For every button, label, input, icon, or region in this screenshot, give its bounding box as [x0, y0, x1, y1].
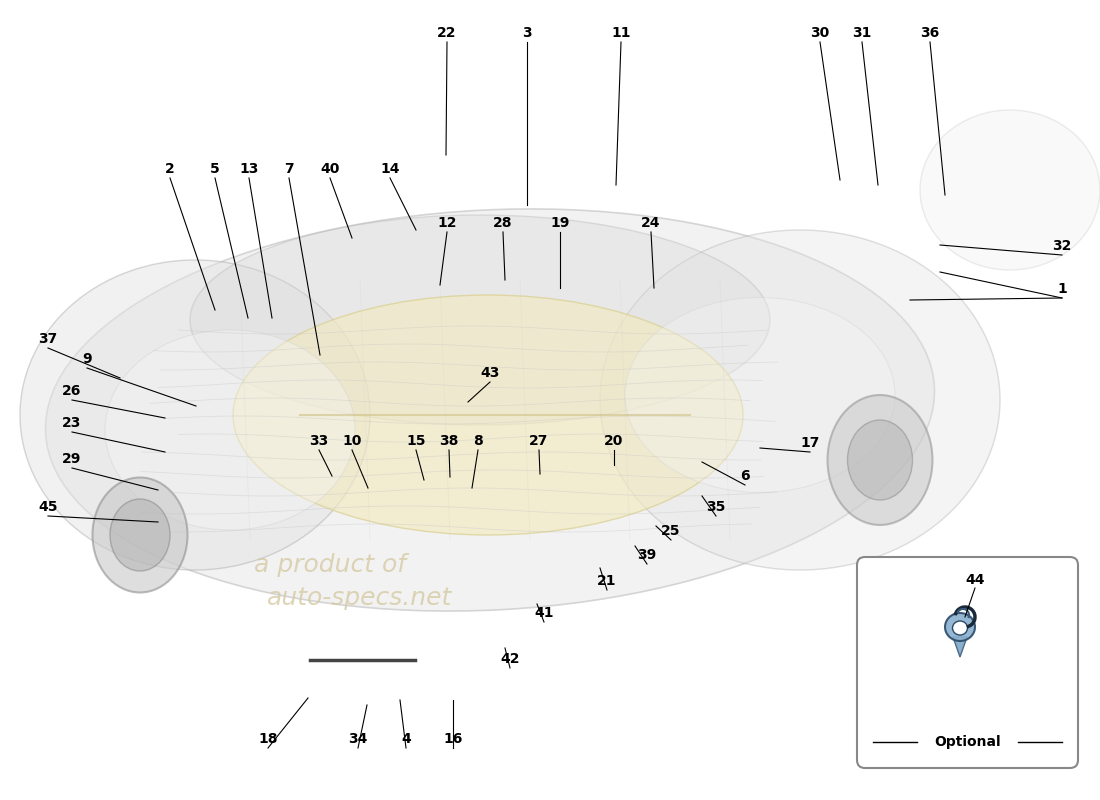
Text: 12: 12	[438, 216, 456, 230]
Text: 27: 27	[529, 434, 549, 448]
FancyBboxPatch shape	[857, 557, 1078, 768]
Text: 14: 14	[381, 162, 399, 176]
Ellipse shape	[920, 110, 1100, 270]
Text: 43: 43	[481, 366, 499, 380]
Text: 39: 39	[637, 548, 657, 562]
Text: 5: 5	[210, 162, 220, 176]
Text: 30: 30	[811, 26, 829, 40]
Text: 33: 33	[309, 434, 329, 448]
Text: 18: 18	[258, 732, 277, 746]
Text: 15: 15	[406, 434, 426, 448]
Text: 26: 26	[63, 384, 81, 398]
Text: 1: 1	[1057, 282, 1067, 296]
Text: 29: 29	[63, 452, 81, 466]
Text: 40: 40	[320, 162, 340, 176]
Ellipse shape	[110, 499, 170, 571]
Ellipse shape	[45, 209, 935, 611]
Ellipse shape	[827, 395, 933, 525]
Text: 36: 36	[921, 26, 939, 40]
Text: 19: 19	[550, 216, 570, 230]
Text: 17: 17	[801, 436, 820, 450]
Text: 4: 4	[402, 732, 411, 746]
Text: 28: 28	[493, 216, 513, 230]
Text: 35: 35	[706, 500, 726, 514]
Text: 21: 21	[597, 574, 617, 588]
Ellipse shape	[945, 613, 975, 641]
Text: 10: 10	[342, 434, 362, 448]
Ellipse shape	[847, 420, 913, 500]
Ellipse shape	[600, 230, 1000, 570]
Text: 20: 20	[604, 434, 624, 448]
Text: 41: 41	[535, 606, 553, 620]
Text: 23: 23	[63, 416, 81, 430]
Ellipse shape	[190, 215, 770, 425]
Text: 22: 22	[438, 26, 456, 40]
Text: auto-specs.net: auto-specs.net	[267, 586, 452, 610]
Text: 25: 25	[661, 524, 681, 538]
Polygon shape	[953, 637, 967, 657]
Text: 9: 9	[82, 352, 91, 366]
Text: 11: 11	[612, 26, 630, 40]
Ellipse shape	[104, 330, 355, 530]
Ellipse shape	[233, 295, 742, 535]
Ellipse shape	[953, 621, 968, 635]
Ellipse shape	[625, 298, 895, 493]
Text: 3: 3	[522, 26, 531, 40]
Text: 2: 2	[165, 162, 175, 176]
Text: a product of: a product of	[254, 553, 406, 577]
Text: 7: 7	[284, 162, 294, 176]
Ellipse shape	[20, 260, 370, 570]
Text: 44: 44	[966, 573, 984, 587]
Text: 32: 32	[1053, 239, 1071, 253]
Text: 8: 8	[473, 434, 483, 448]
Text: 34: 34	[349, 732, 367, 746]
Text: 6: 6	[740, 469, 750, 483]
Text: 38: 38	[439, 434, 459, 448]
Text: 24: 24	[641, 216, 661, 230]
Ellipse shape	[92, 478, 187, 593]
Text: 16: 16	[443, 732, 463, 746]
Text: 13: 13	[240, 162, 258, 176]
Text: Optional: Optional	[934, 735, 1001, 749]
Text: 42: 42	[500, 652, 519, 666]
Text: 37: 37	[39, 332, 57, 346]
Text: 31: 31	[852, 26, 871, 40]
Text: 45: 45	[39, 500, 57, 514]
